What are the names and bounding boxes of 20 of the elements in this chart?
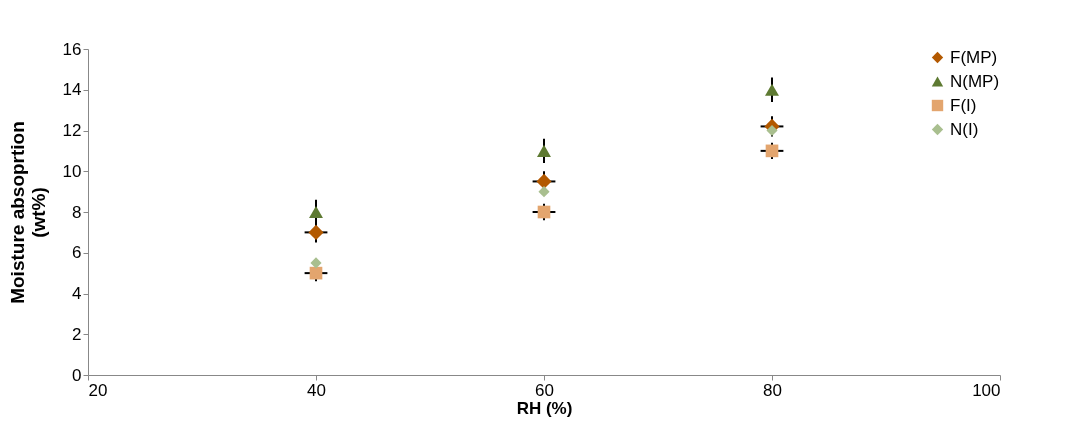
y-tick-label: 6: [72, 243, 82, 263]
y-tick-label: 10: [62, 161, 82, 181]
y-tick-label: 0: [72, 365, 82, 385]
legend-label: N(MP): [950, 71, 1000, 91]
legend-label: F(MP): [950, 47, 998, 67]
x-tick-label: 60: [535, 380, 554, 400]
y-tick-label: 2: [72, 324, 82, 344]
x-tick-label: 20: [88, 380, 108, 400]
y-tick-label: 4: [72, 284, 82, 303]
y-tick-label: 14: [62, 80, 82, 100]
y-tick-label: 8: [72, 202, 82, 222]
y-tick-label: 16: [62, 39, 82, 59]
y-tick-label: 12: [62, 121, 82, 140]
x-axis-title: RH (%): [516, 398, 573, 418]
legend-label: N(I): [950, 119, 979, 139]
x-tick-label: 80: [763, 380, 782, 400]
x-tick-label: 100: [972, 380, 1001, 400]
x-tick-label: 40: [307, 380, 326, 400]
legend-label: F(I): [950, 95, 977, 115]
y-axis-title: Moisture absoprtion (wt%): [6, 121, 49, 304]
